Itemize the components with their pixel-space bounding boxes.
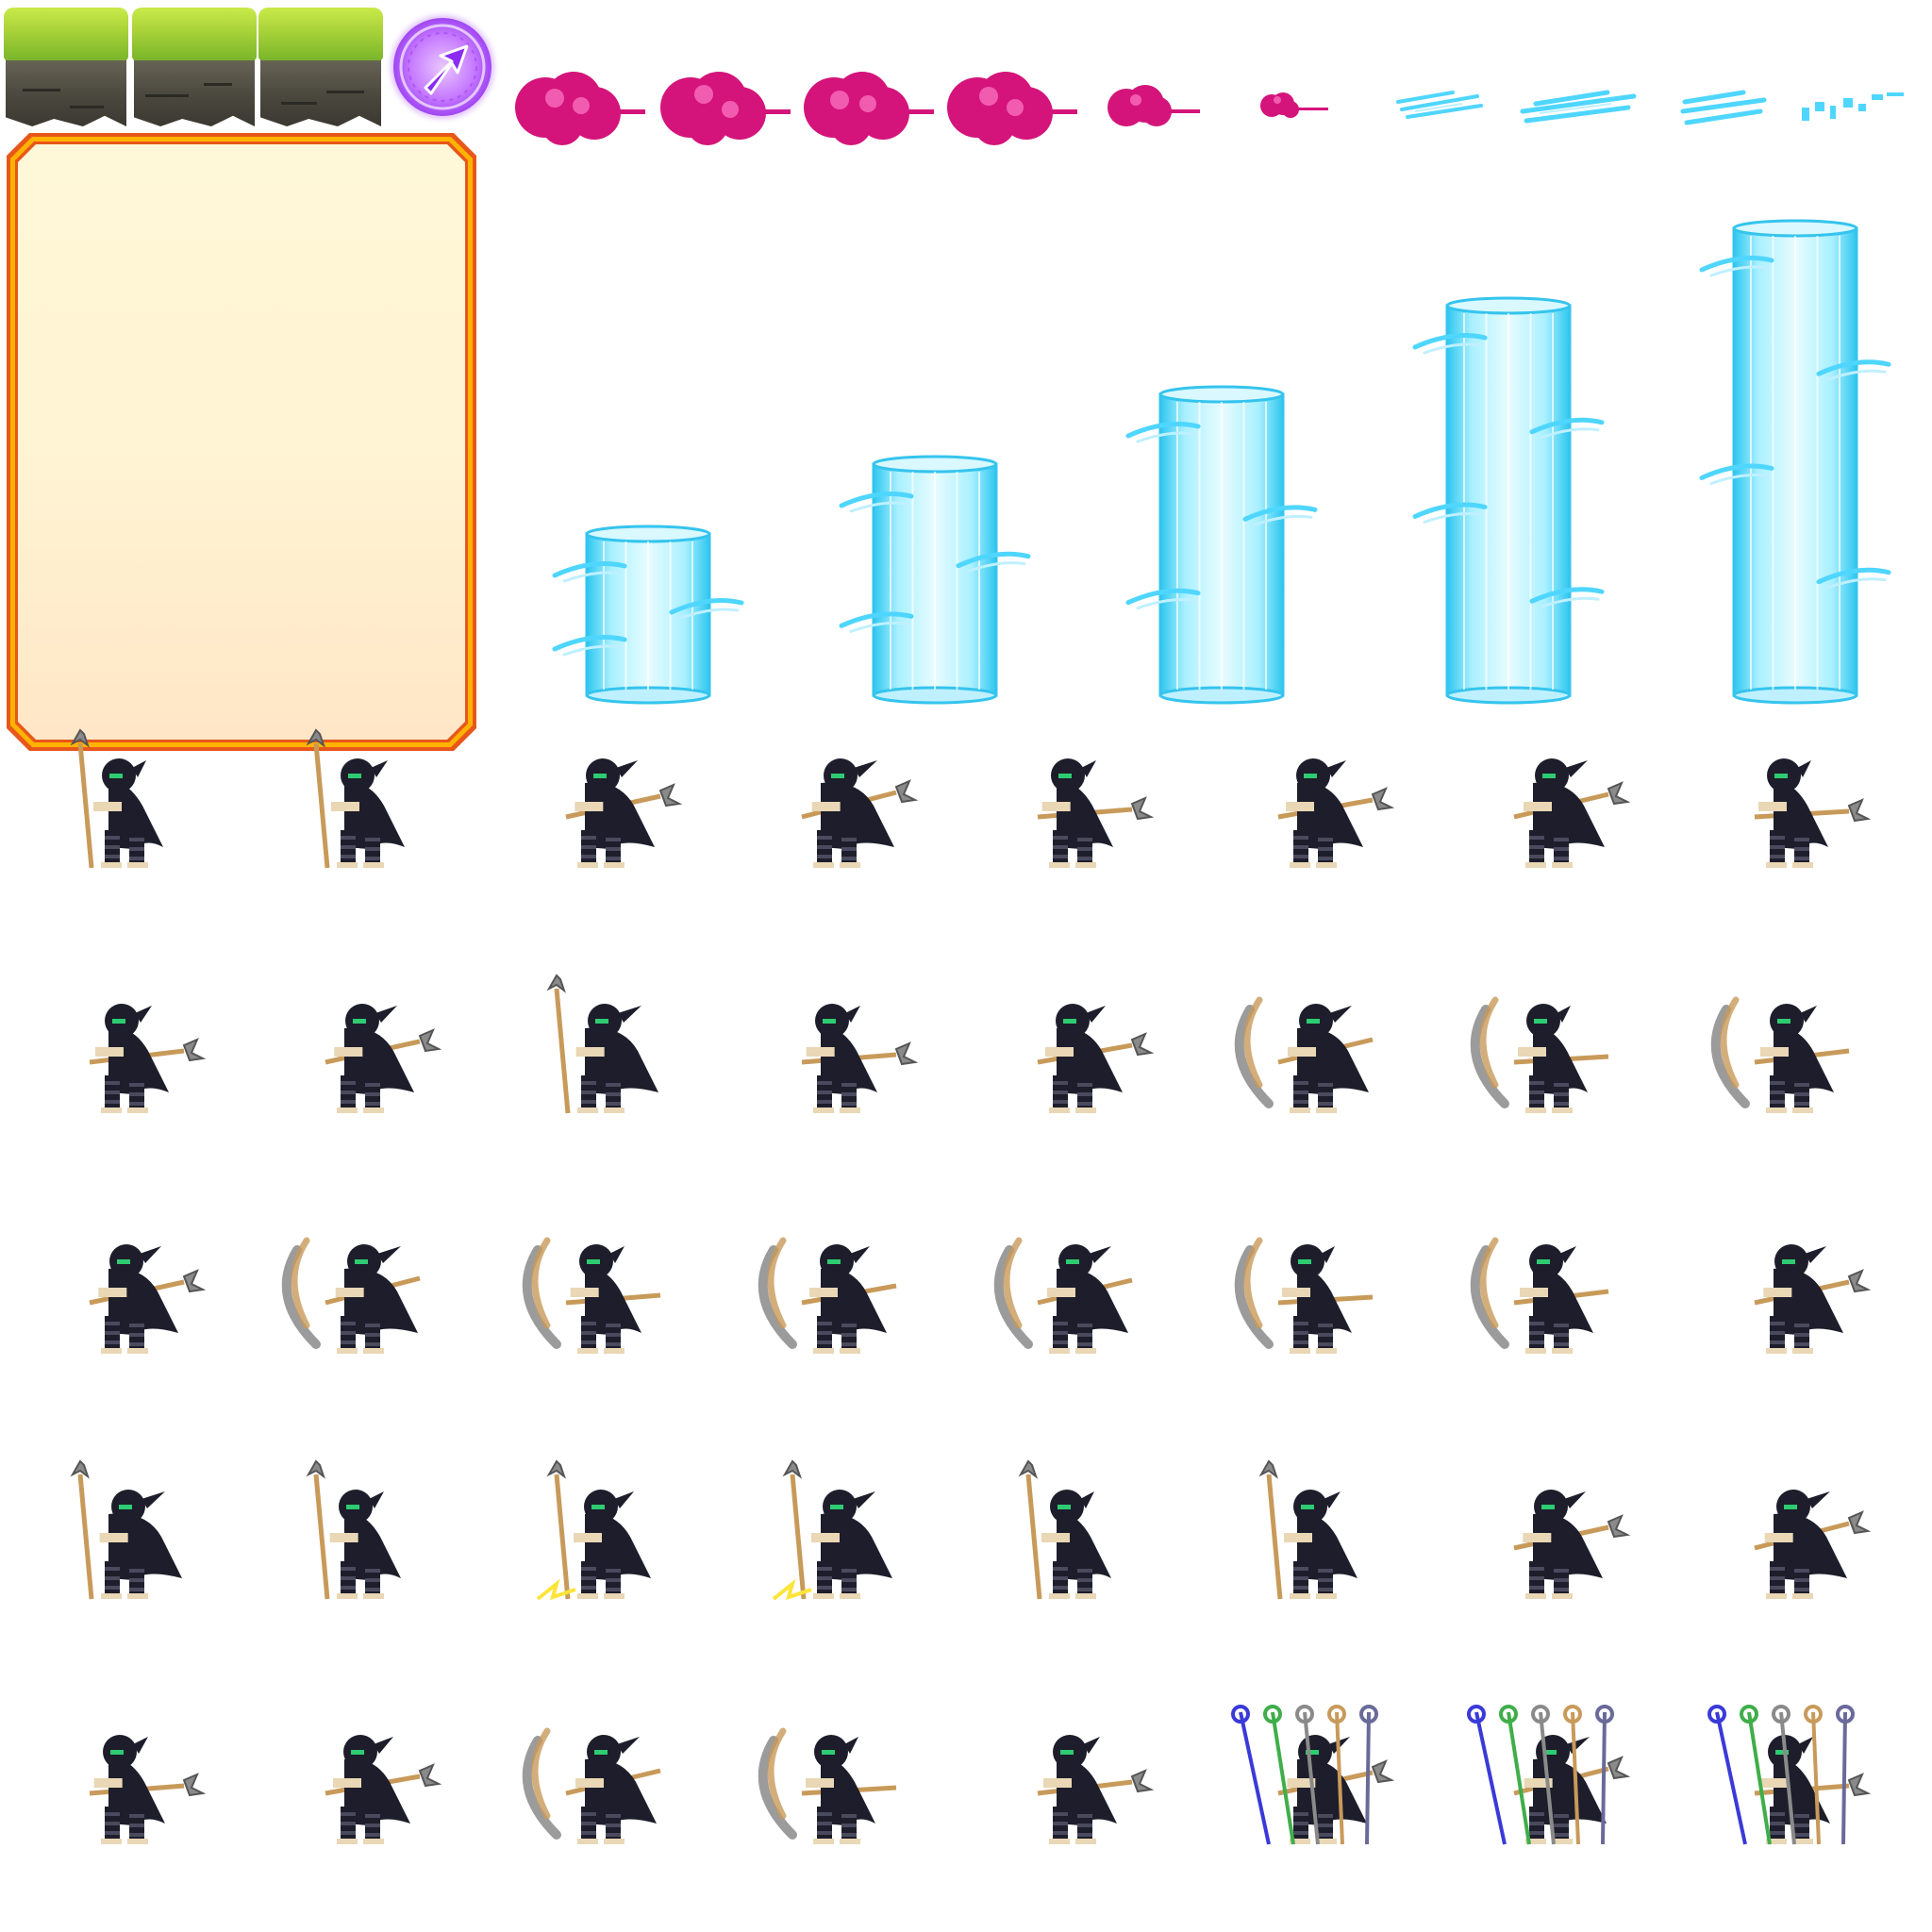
ninja-sprite-frame (1234, 1237, 1374, 1354)
ninja-sprite-frame (306, 1459, 401, 1600)
water-pillar (1125, 385, 1318, 705)
ninja-sprite-frame (1513, 1490, 1631, 1599)
arrow-button[interactable] (393, 18, 491, 116)
ninja-sprite-frame (1754, 1244, 1872, 1354)
ninja-sprite-frame (1037, 1735, 1155, 1844)
ninja-sprite-frame (1470, 1237, 1609, 1354)
water-pillar (1412, 296, 1605, 705)
ninja-sprite-frame (801, 1004, 919, 1113)
ninja-sprite-frame (1037, 1004, 1155, 1113)
ninja-sprite-frame (325, 1004, 442, 1113)
ninja-sprite-frame (993, 1237, 1133, 1354)
water-streak (1520, 90, 1637, 124)
ninja-sprite-frame (89, 1244, 207, 1354)
ninja-sprite-frame (772, 1459, 892, 1601)
ninja-sprite-frame (281, 1237, 421, 1354)
cloud-large (515, 72, 645, 145)
water-streak (1396, 91, 1483, 119)
ninja-sprite-frame (70, 728, 163, 869)
grass-tile (258, 8, 383, 126)
ninja-sprite-frame (89, 1004, 207, 1113)
ninja-sprite-frame (70, 1459, 182, 1600)
cloud-tiny (1260, 92, 1328, 118)
ninja-sprite-frame (1467, 1705, 1631, 1845)
water-streak (1802, 92, 1904, 121)
cloud-large (947, 72, 1077, 145)
ninja-sprite-frame (1037, 758, 1155, 868)
grass-tile (4, 8, 128, 126)
ninja-sprite-frame (306, 728, 405, 869)
arrow-up-right-icon (399, 24, 486, 110)
water-pillar (1699, 219, 1891, 705)
ninja-sprite-frame (1710, 996, 1850, 1113)
cloud-small (1108, 85, 1200, 126)
ninja-sprite-frame (522, 1237, 661, 1354)
water-streak (1680, 90, 1767, 125)
cloud-large (660, 72, 791, 145)
ninja-sprite-frame (536, 1459, 651, 1601)
ninja-sprite-frame (546, 974, 658, 1114)
ninja-sprite-frame (522, 1727, 661, 1844)
ninja-sprite-frame (801, 758, 919, 868)
ninja-sprite-frame (325, 1735, 442, 1844)
water-pillar (839, 455, 1031, 705)
ninja-sprite-frame (1707, 1705, 1872, 1845)
ninja-sprite-frame (758, 1237, 897, 1354)
water-pillar (552, 525, 744, 705)
ninja-sprite-frame (89, 1735, 207, 1844)
cloud-large (804, 72, 934, 145)
ninja-sprite-frame (1018, 1459, 1111, 1600)
ninja-sprite-frame (1234, 996, 1374, 1113)
ninja-sprite-frame (1277, 758, 1395, 868)
ninja-sprite-frame (565, 758, 683, 868)
ninja-sprite-frame (758, 1727, 897, 1844)
ninja-sprite-frame (1754, 758, 1872, 868)
grass-tile (132, 8, 257, 126)
ninja-sprite-frame (1754, 1490, 1872, 1599)
ninja-sprite-frame (1231, 1705, 1395, 1845)
ninja-sprite-frame (1513, 758, 1631, 868)
card-panel (7, 133, 476, 751)
ninja-sprite-frame (1470, 996, 1609, 1113)
ninja-sprite-frame (1258, 1459, 1357, 1600)
